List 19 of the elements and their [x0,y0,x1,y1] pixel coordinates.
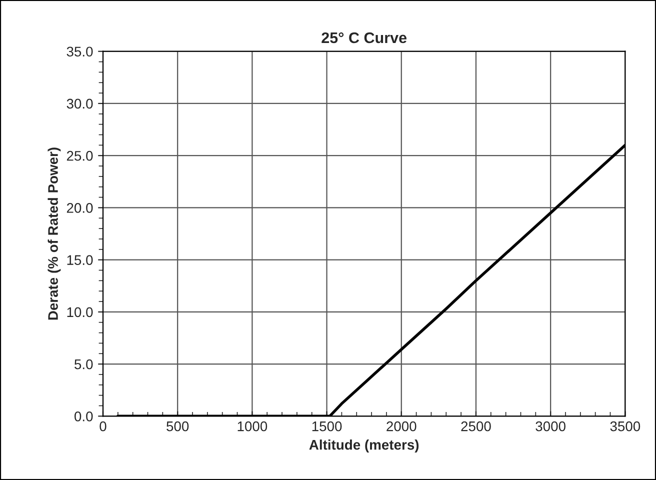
x-tick-label: 3500 [610,421,640,432]
y-tick-label: 20.0 [66,203,93,213]
x-tick-label: 2000 [386,421,416,432]
y-tick-label: 10.0 [67,307,93,318]
x-tick-label: 1000 [238,421,268,432]
y-tick-label: 0.0 [74,411,93,422]
x-tick-label: 0 [100,421,106,432]
x-tick-label: 3000 [536,421,566,432]
y-tick-label: 15.0 [67,255,93,265]
chart-title: 25° C Curve [322,32,407,44]
x-tick-label: 1500 [312,421,342,432]
y-tick-label: 25.0 [66,150,93,161]
y-tick-label: 30.0 [66,98,93,109]
y-tick-label: 5.0 [74,359,93,370]
x-axis-title: Altitude (meters) [309,440,419,452]
y-tick-label: 35.0 [66,46,93,57]
y-axis-title: Derate (% of Rated Power) [48,148,61,320]
x-tick-label: 2500 [461,421,491,432]
x-tick-label: 500 [166,421,189,432]
